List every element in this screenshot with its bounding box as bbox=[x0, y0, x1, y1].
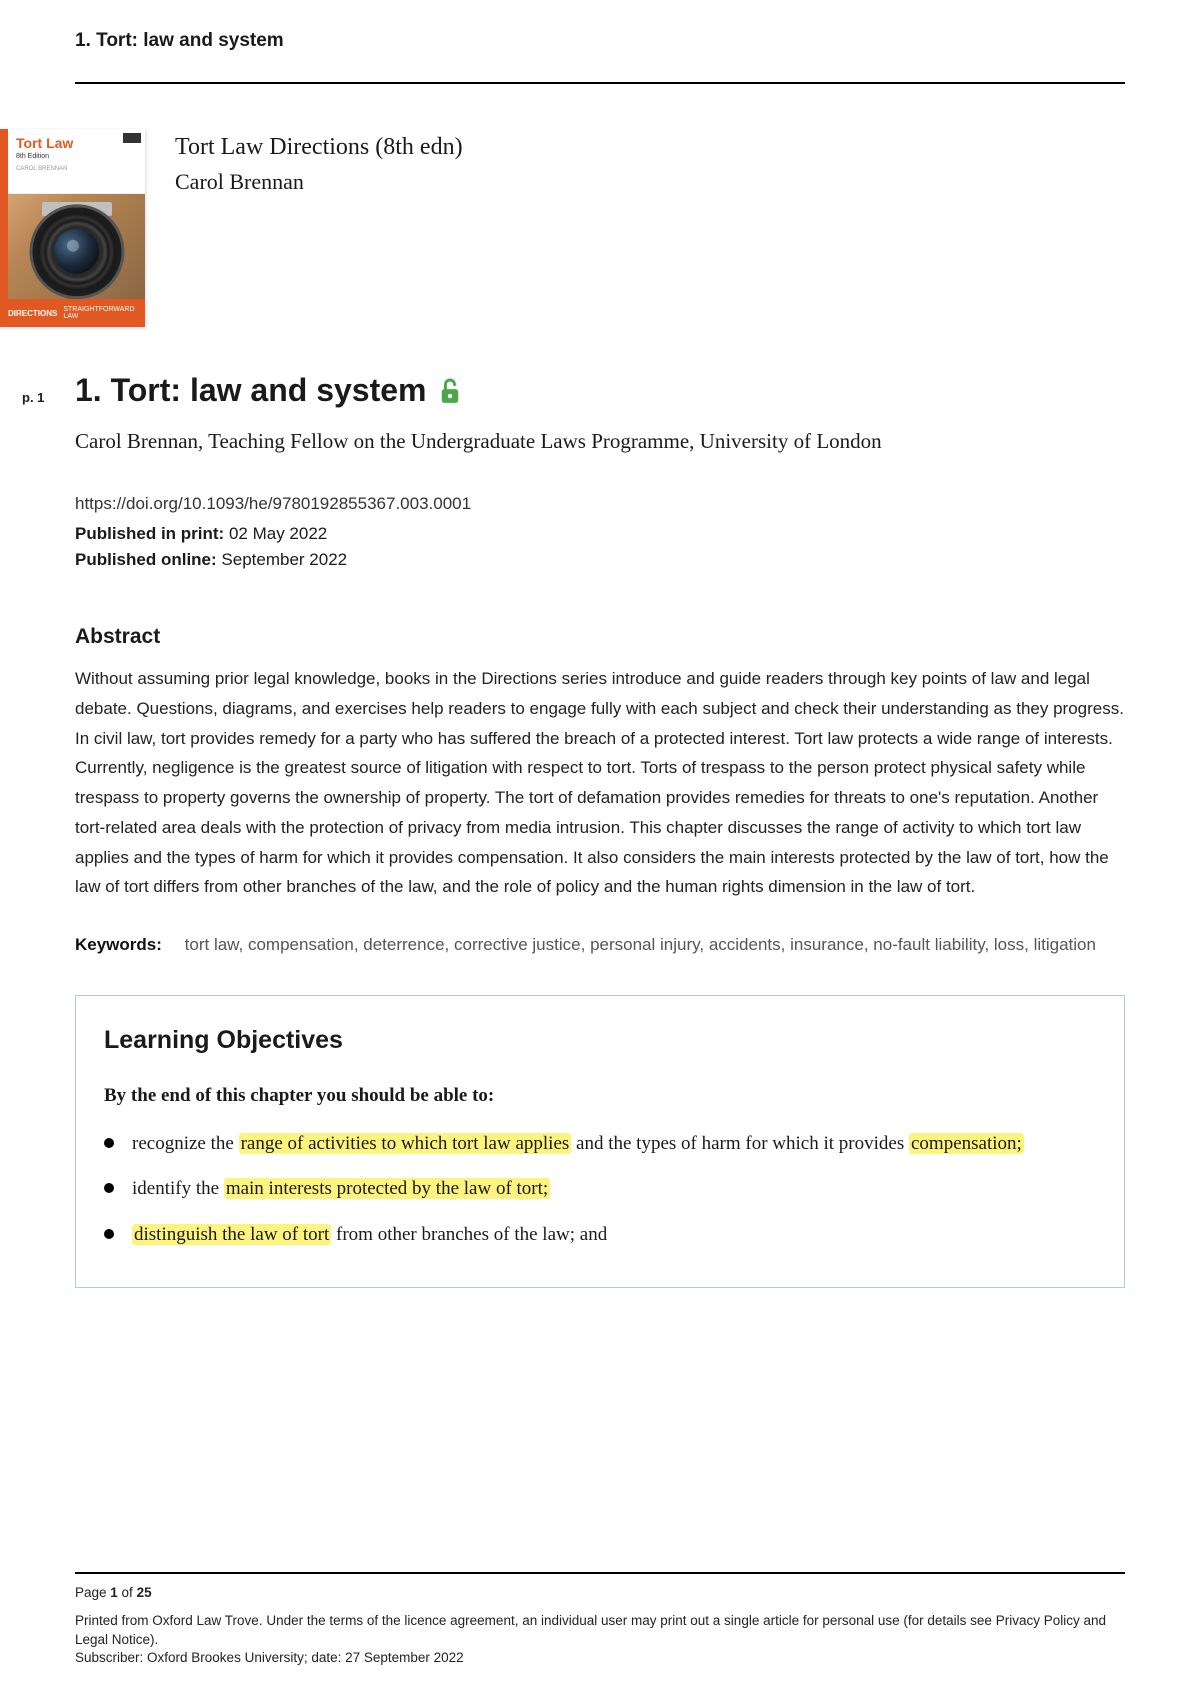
objectives-heading: Learning Objectives bbox=[104, 1026, 1096, 1055]
cover-author: CAROL BRENNAN bbox=[16, 166, 137, 172]
keyword[interactable]: accidents bbox=[709, 935, 781, 954]
cover-tagline: STRAIGHTFORWARD LAW bbox=[63, 306, 137, 320]
keywords-row: Keywords: tort law, compensation, deterr… bbox=[75, 930, 1125, 960]
page-indicator: Page 1 of 25 bbox=[75, 1584, 1125, 1602]
chapter-author-line: Carol Brennan, Teaching Fellow on the Un… bbox=[75, 429, 1125, 454]
book-title: Tort Law Directions (8th edn) bbox=[175, 134, 463, 161]
highlight: range of activities to which tort law ap… bbox=[239, 1133, 572, 1154]
keyword[interactable]: tort law bbox=[185, 935, 239, 954]
book-info-section: Tort Law 8th Edition CAROL BRENNAN DIREC… bbox=[0, 129, 1125, 327]
cover-title: Tort Law bbox=[16, 135, 137, 151]
keyword[interactable]: compensation bbox=[248, 935, 354, 954]
objectives-subheading: By the end of this chapter you should be… bbox=[104, 1085, 1096, 1107]
keyword[interactable]: deterrence bbox=[363, 935, 444, 954]
objective-item: recognize the range of activities to whi… bbox=[104, 1129, 1096, 1158]
abstract-text: Without assuming prior legal knowledge, … bbox=[75, 664, 1125, 902]
keyword[interactable]: insurance bbox=[790, 935, 864, 954]
cover-edition: 8th Edition bbox=[16, 153, 137, 160]
keyword[interactable]: loss bbox=[994, 935, 1024, 954]
book-author: Carol Brennan bbox=[175, 169, 463, 195]
keyword[interactable]: no-fault liability bbox=[873, 935, 984, 954]
footer-subscriber-text: Subscriber: Oxford Brookes University; d… bbox=[75, 1649, 1125, 1667]
chapter-title: 1. Tort: law and system bbox=[75, 372, 427, 409]
abstract-heading: Abstract bbox=[75, 625, 1125, 649]
doi-link[interactable]: https://doi.org/10.1093/he/9780192855367… bbox=[75, 494, 1125, 514]
open-access-icon bbox=[439, 377, 461, 405]
keyword[interactable]: personal injury bbox=[590, 935, 699, 954]
highlight: main interests protected by the law of t… bbox=[224, 1178, 550, 1199]
page-footer: Page 1 of 25 Printed from Oxford Law Tro… bbox=[75, 1572, 1125, 1667]
keywords-label: Keywords: bbox=[75, 935, 162, 954]
objectives-list: recognize the range of activities to whi… bbox=[104, 1129, 1096, 1249]
published-online: Published online: September 2022 bbox=[75, 550, 1125, 570]
running-header: 1. Tort: law and system bbox=[75, 30, 1125, 84]
page-marker: p. 1 bbox=[22, 390, 44, 405]
footer-licence-text: Printed from Oxford Law Trove. Under the… bbox=[75, 1612, 1125, 1648]
published-print: Published in print: 02 May 2022 bbox=[75, 524, 1125, 544]
learning-objectives-box: Learning Objectives By the end of this c… bbox=[75, 995, 1125, 1288]
keyword[interactable]: corrective justice bbox=[454, 935, 581, 954]
cover-series: DIRECTIONS bbox=[8, 309, 57, 318]
book-cover-thumbnail: Tort Law 8th Edition CAROL BRENNAN DIREC… bbox=[0, 129, 145, 327]
keyword[interactable]: litigation bbox=[1034, 935, 1096, 954]
highlight: distinguish the law of tort bbox=[132, 1224, 331, 1245]
objective-item: identify the main interests protected by… bbox=[104, 1174, 1096, 1203]
highlight: compensation; bbox=[909, 1133, 1024, 1154]
objective-item: distinguish the law of tort from other b… bbox=[104, 1220, 1096, 1249]
